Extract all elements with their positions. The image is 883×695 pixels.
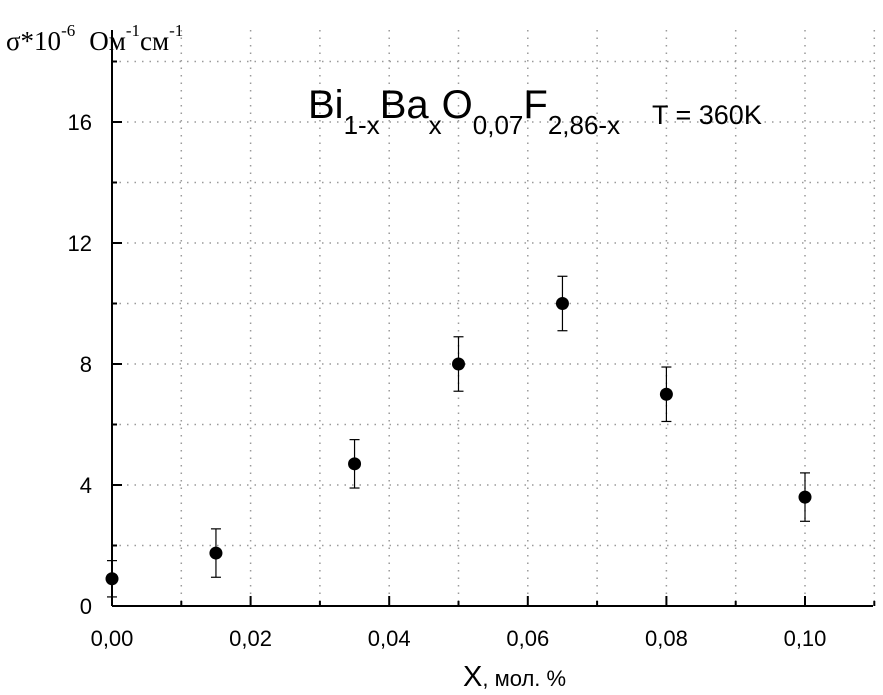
data-point	[105, 572, 119, 586]
x-tick-label: 0,06	[506, 626, 549, 651]
formula-bi-sub: 1-x	[344, 110, 380, 140]
y-label-om-exp: -1	[126, 21, 140, 40]
data-point	[452, 357, 465, 371]
y-tick-label: 12	[68, 231, 92, 256]
x-tick-label: 0,04	[368, 626, 411, 651]
formula-o: O	[442, 83, 473, 127]
x-tick-label: 0,02	[229, 626, 272, 651]
x-tick-label: 0,08	[645, 626, 688, 651]
formula-f: F	[523, 83, 547, 127]
axes	[111, 30, 873, 607]
formula-f-sub: 2,86-x	[548, 110, 620, 140]
formula-o-sub: 0,07	[473, 110, 524, 140]
y-axis-label: σ*10-6 Ом-1см-1	[6, 21, 183, 56]
x-label-main: X	[463, 661, 482, 693]
y-label-sm-exp: -1	[169, 21, 183, 40]
data-point	[659, 387, 673, 401]
y-label-sigma-exp: -6	[61, 21, 75, 40]
data-point	[209, 546, 223, 560]
y-label-om: Ом	[89, 26, 126, 56]
x-axis-label: X, мол. %	[463, 661, 566, 693]
y-label-sm: см	[140, 26, 169, 56]
formula-bi: Bi	[308, 83, 344, 127]
x-label-unit: , мол. %	[482, 666, 566, 691]
y-tick-label: 8	[80, 352, 92, 377]
data-point	[348, 457, 362, 471]
formula-ba-sub: x	[429, 110, 442, 140]
data-point	[555, 297, 569, 310]
temperature-label: T = 360K	[652, 100, 762, 130]
y-tick-label: 0	[80, 594, 92, 619]
ticks	[111, 60, 876, 607]
tick-labels: 0 4 8 12 16 0,00 0,02 0,04 0,06 0,08 0,10	[68, 110, 827, 651]
formula-ba: Ba	[380, 83, 430, 127]
x-tick-label: 0,10	[784, 626, 827, 651]
y-label-sigma: σ*10	[6, 26, 61, 56]
y-tick-label: 4	[80, 473, 92, 498]
data-point	[798, 490, 812, 504]
x-tick-label: 0,00	[91, 626, 134, 651]
y-tick-label: 16	[68, 110, 92, 135]
chart-title: Bi1-xBaxO0,07F2,86-x	[308, 83, 620, 140]
error-bars	[107, 275, 810, 598]
data-points	[105, 297, 812, 586]
